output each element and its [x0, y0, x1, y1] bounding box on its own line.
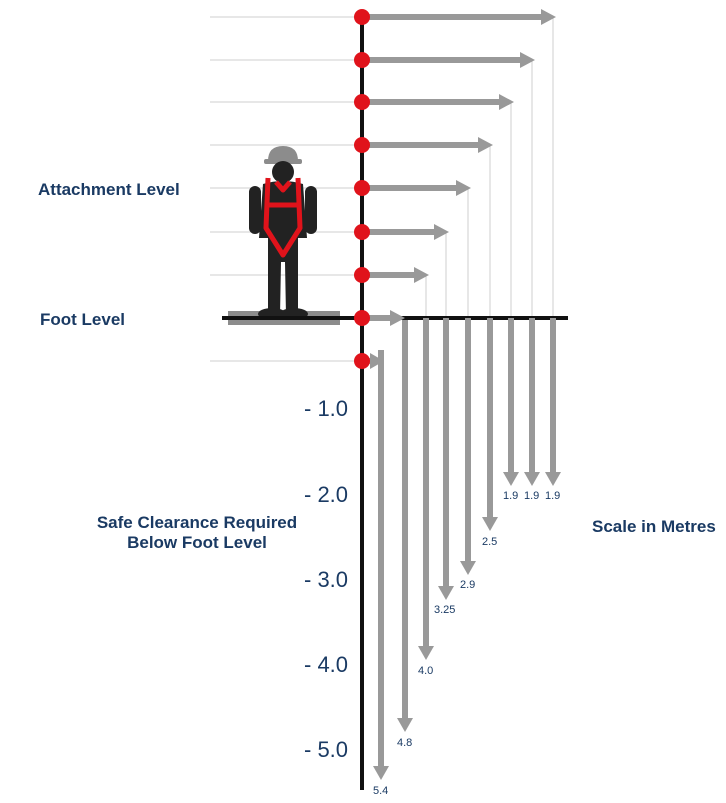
scale-tick-2: - 2.0	[304, 482, 349, 507]
scale-title: Scale in Metres	[592, 517, 716, 536]
vertical-connectors	[425, 17, 554, 318]
clearance-value: 2.5	[482, 536, 498, 548]
scale-tick-3: - 3.0	[304, 567, 349, 592]
clearance-value: 5.4	[373, 785, 389, 797]
attachment-level-label: Attachment Level	[38, 180, 180, 199]
safe-clearance-label: Safe Clearance Required Below Foot Level	[84, 513, 310, 553]
worker-icon	[249, 146, 317, 320]
safe-clearance-line1: Safe Clearance Required	[96, 513, 298, 532]
clearance-value: 1.9	[545, 490, 561, 502]
clearance-value: 1.9	[503, 490, 519, 502]
vertical-arrows	[373, 318, 561, 780]
horizontal-arrows	[362, 9, 556, 369]
clearance-value: 1.9	[524, 490, 540, 502]
clearance-value: 2.9	[460, 579, 476, 591]
scale-tick-1: - 1.0	[304, 396, 349, 421]
clearance-value: 4.8	[397, 737, 413, 749]
anchor-dots	[354, 9, 370, 369]
foot-level-label: Foot Level	[40, 310, 126, 329]
clearance-value: 4.0	[418, 665, 434, 677]
clearance-value: 3.25	[434, 604, 456, 616]
scale-tick-5: - 5.0	[304, 737, 349, 762]
scale-tick-4: - 4.0	[304, 652, 349, 677]
safe-clearance-line2: Below Foot Level	[127, 533, 267, 552]
